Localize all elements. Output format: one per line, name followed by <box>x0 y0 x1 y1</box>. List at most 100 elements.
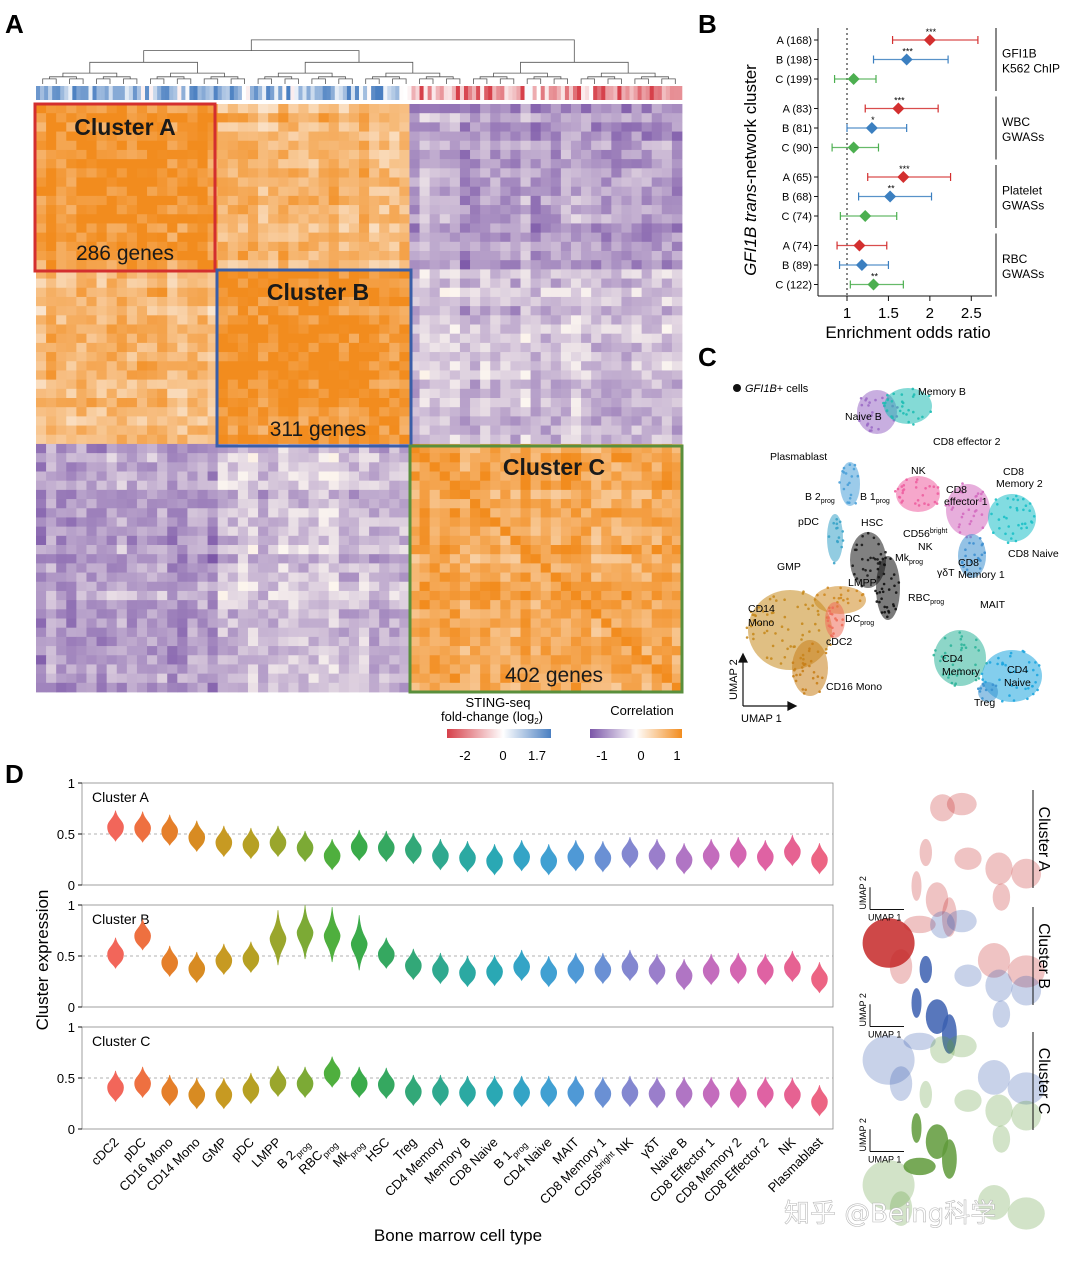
heatmap-cell <box>167 168 178 178</box>
sting-seq-bar-cell <box>560 86 566 100</box>
heatmap-cell <box>459 453 471 463</box>
heatmap-cell <box>136 260 148 270</box>
heatmap-cell <box>126 342 138 353</box>
umap-cd4-naive-point <box>1032 692 1035 696</box>
heatmap-cell <box>308 251 320 261</box>
umap-cd8-effector-point <box>981 526 985 529</box>
heatmap-cell <box>621 223 632 234</box>
heatmap-cell <box>318 664 330 675</box>
heatmap-cell <box>237 471 249 482</box>
heatmap-cell <box>247 113 259 123</box>
heatmap-cell <box>227 342 239 353</box>
heatmap-cell <box>560 159 572 169</box>
heatmap-cell <box>409 260 420 270</box>
heatmap-cell <box>399 260 410 270</box>
heatmap-cell <box>651 554 663 564</box>
heatmap-cell <box>177 278 188 289</box>
heatmap-cell <box>86 287 97 298</box>
heatmap-cell <box>581 609 592 619</box>
heatmap-cell <box>490 306 501 316</box>
umap-naive-b-point <box>858 419 861 423</box>
sting-seq-bar-cell <box>673 86 679 100</box>
heatmap-cell <box>530 416 542 426</box>
heatmap-cell <box>449 453 461 463</box>
heatmap-cell <box>439 195 451 206</box>
heatmap-cell <box>570 600 582 610</box>
heatmap-cell <box>490 655 501 665</box>
heatmap-cell <box>510 416 521 426</box>
heatmap-cell <box>76 407 87 417</box>
heatmap-cell <box>480 489 491 500</box>
heatmap-cell <box>510 113 521 123</box>
heatmap-cell <box>490 177 501 188</box>
heatmap-cell <box>661 388 673 399</box>
heatmap-cell <box>348 682 360 693</box>
heatmap-cell <box>631 471 643 482</box>
heatmap-cell <box>288 269 299 279</box>
umap-cd8-effector-point <box>974 495 977 498</box>
umap-memory-b-point <box>902 412 905 415</box>
umap-cd8-naive-point <box>1005 516 1008 520</box>
heatmap-cell <box>177 223 188 234</box>
heatmap-cell <box>601 113 612 123</box>
heatmap-cell <box>66 673 77 684</box>
heatmap-cell <box>126 131 138 142</box>
heatmap-cell <box>480 324 491 335</box>
heatmap-cell <box>480 398 491 408</box>
heatmap-cell <box>157 122 168 132</box>
umap-naive-b-point <box>864 398 867 402</box>
umap-cd14-mono-point <box>817 629 821 632</box>
heatmap-cell <box>439 342 451 353</box>
heatmap-cell <box>66 434 77 445</box>
heatmap-cell <box>298 655 309 665</box>
umap-memory-b-point <box>901 405 904 408</box>
heatmap-cell <box>651 388 663 399</box>
umap-memory-b-point <box>885 409 889 412</box>
heatmap-cell <box>671 600 683 610</box>
umap-hsc-point <box>861 557 864 561</box>
heatmap-cell <box>278 232 289 243</box>
heatmap-cell <box>56 425 67 436</box>
heatmap-cell <box>167 581 178 592</box>
heatmap-cell <box>126 177 138 188</box>
heatmap-cell <box>510 195 521 206</box>
sting-seq-bar-cell <box>48 86 53 100</box>
heatmap-cell <box>348 489 360 500</box>
heatmap-cell <box>187 618 198 629</box>
heatmap-cell <box>288 260 299 270</box>
heatmap-cell <box>167 324 178 335</box>
heatmap-cell <box>197 682 208 693</box>
heatmap-cell <box>459 673 471 684</box>
heatmap-cell <box>328 379 340 390</box>
heatmap-cell <box>237 517 249 528</box>
heatmap-cell <box>177 425 188 436</box>
heatmap-cell <box>86 122 97 132</box>
heatmap-cell <box>298 398 309 408</box>
umap-label: RBCprog <box>908 592 944 606</box>
heatmap-cell <box>540 471 552 482</box>
heatmap-cell <box>671 223 683 234</box>
heatmap-cell <box>399 370 410 381</box>
heatmap-cell <box>409 664 420 675</box>
heatmap-cell <box>399 361 410 371</box>
umap-cd8-effector-point <box>980 513 984 516</box>
heatmap-cell <box>116 673 128 684</box>
heatmap-cell <box>379 269 390 279</box>
heatmap-cell <box>308 241 320 252</box>
heatmap-cell <box>570 241 582 252</box>
sting-seq-bar-cell <box>177 86 182 100</box>
heatmap-cell <box>187 655 198 665</box>
heatmap-cell <box>157 306 168 316</box>
heatmap-cell <box>601 572 612 583</box>
umap-cd4-memory-point <box>959 637 963 641</box>
heatmap-cell <box>298 177 309 188</box>
heatmap-cell <box>530 186 542 197</box>
heatmap-cell <box>389 251 400 261</box>
heatmap-cell <box>641 664 653 675</box>
heatmap-cell <box>520 324 531 335</box>
heatmap-cell <box>217 618 229 629</box>
heatmap-cell <box>96 618 108 629</box>
umap-b-prog-point <box>844 472 848 475</box>
heatmap-cell <box>237 508 249 518</box>
